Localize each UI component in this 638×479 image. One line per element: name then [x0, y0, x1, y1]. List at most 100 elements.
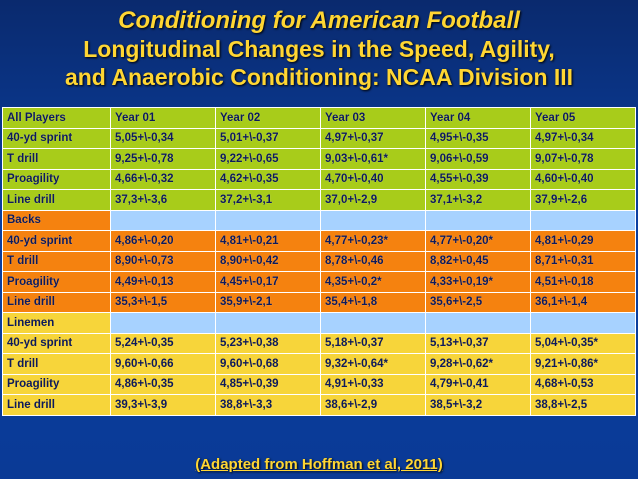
table-cell: 9,06+\-0,59: [425, 148, 531, 170]
section-row-linemen: Linemen: [2, 312, 636, 334]
table-cell: 9,28+\-0,62*: [425, 353, 531, 375]
table-cell: 4,33+\-0,19*: [425, 271, 531, 293]
table-cell: 9,22+\-0,65: [215, 148, 321, 170]
table-cell: 9,21+\-0,86*: [530, 353, 636, 375]
title-line-3: and Anaerobic Conditioning: NCAA Divisio…: [64, 64, 574, 90]
section-spacer: [320, 209, 426, 231]
table-cell: Proagility: [2, 373, 111, 395]
table-cell: 37,1+\-3,2: [425, 189, 531, 211]
table-cell: 5,05+\-0,34: [110, 127, 216, 149]
header-cell: Year 04: [425, 107, 531, 129]
table-cell: 4,85+\-0,39: [215, 373, 321, 395]
header-cell: Year 02: [215, 107, 321, 129]
title-line-2: Longitudinal Changes in the Speed, Agili…: [83, 36, 555, 62]
table-cell: 4,51+\-0,18: [530, 271, 636, 293]
table-cell: 4,77+\-0,20*: [425, 230, 531, 252]
header-cell: All Players: [2, 107, 111, 129]
table-cell: 38,8+\-3,3: [215, 394, 321, 416]
section-row-backs: Backs: [2, 209, 636, 231]
table-cell: 4,55+\-0,39: [425, 168, 531, 190]
table-cell: 9,32+\-0,64*: [320, 353, 426, 375]
section-spacer: [425, 312, 531, 334]
table-cell: 38,8+\-2,5: [530, 394, 636, 416]
slide-title: Conditioning for American Football Longi…: [0, 6, 638, 91]
table-row: T drill 8,90+\-0,73 8,90+\-0,42 8,78+\-0…: [2, 250, 636, 272]
table-cell: T drill: [2, 148, 111, 170]
table-row: 40-yd sprint 5,24+\-0,35 5,23+\-0,38 5,1…: [2, 332, 636, 354]
section-label-backs: Backs: [2, 209, 111, 231]
table-cell: 4,70+\-0,40: [320, 168, 426, 190]
table-row: Line drill 35,3+\-1,5 35,9+\-2,1 35,4+\-…: [2, 291, 636, 313]
table-cell: 37,2+\-3,1: [215, 189, 321, 211]
table-cell: 4,81+\-0,29: [530, 230, 636, 252]
table-cell: 4,91+\-0,33: [320, 373, 426, 395]
table-row: Proagility 4,49+\-0,13 4,45+\-0,17 4,35+…: [2, 271, 636, 293]
table-cell: 4,49+\-0,13: [110, 271, 216, 293]
table-cell: 4,60+\-0,40: [530, 168, 636, 190]
table-cell: 8,90+\-0,42: [215, 250, 321, 272]
table-cell: 40-yd sprint: [2, 332, 111, 354]
table-cell: 9,03+\-0,61*: [320, 148, 426, 170]
table-cell: 4,45+\-0,17: [215, 271, 321, 293]
table-cell: 35,4+\-1,8: [320, 291, 426, 313]
table-cell: 4,97+\-0,37: [320, 127, 426, 149]
table-cell: 4,95+\-0,35: [425, 127, 531, 149]
table-cell: 35,9+\-2,1: [215, 291, 321, 313]
table-cell: 4,35+\-0,2*: [320, 271, 426, 293]
table-cell: Line drill: [2, 394, 111, 416]
table-row: Line drill 39,3+\-3,9 38,8+\-3,3 38,6+\-…: [2, 394, 636, 416]
table-row: 40-yd sprint 5,05+\-0,34 5,01+\-0,37 4,9…: [2, 127, 636, 149]
table-cell: Line drill: [2, 189, 111, 211]
title-line-1: Conditioning for American Football: [118, 7, 520, 34]
table-cell: 4,97+\-0,34: [530, 127, 636, 149]
table-cell: 5,18+\-0,37: [320, 332, 426, 354]
table-row: Proagility 4,66+\-0,32 4,62+\-0,35 4,70+…: [2, 168, 636, 190]
table-row: T drill 9,25+\-0,78 9,22+\-0,65 9,03+\-0…: [2, 148, 636, 170]
table-cell: 9,60+\-0,68: [215, 353, 321, 375]
table-cell: 37,9+\-2,6: [530, 189, 636, 211]
table-cell: 4,86+\-0,35: [110, 373, 216, 395]
section-spacer: [215, 312, 321, 334]
table-cell: Proagility: [2, 271, 111, 293]
table-cell: 9,60+\-0,66: [110, 353, 216, 375]
table-cell: 9,07+\-0,78: [530, 148, 636, 170]
table-cell: Proagility: [2, 168, 111, 190]
table-cell: T drill: [2, 353, 111, 375]
table-row: Line drill 37,3+\-3,6 37,2+\-3,1 37,0+\-…: [2, 189, 636, 211]
table-cell: T drill: [2, 250, 111, 272]
header-cell: Year 05: [530, 107, 636, 129]
table-cell: 35,3+\-1,5: [110, 291, 216, 313]
table-cell: Line drill: [2, 291, 111, 313]
section-spacer: [110, 209, 216, 231]
table-row: Proagility 4,86+\-0,35 4,85+\-0,39 4,91+…: [2, 373, 636, 395]
table-cell: 5,24+\-0,35: [110, 332, 216, 354]
header-cell: Year 03: [320, 107, 426, 129]
table-cell: 4,81+\-0,21: [215, 230, 321, 252]
table-row: 40-yd sprint 4,86+\-0,20 4,81+\-0,21 4,7…: [2, 230, 636, 252]
section-spacer: [320, 312, 426, 334]
table-row: T drill 9,60+\-0,66 9,60+\-0,68 9,32+\-0…: [2, 353, 636, 375]
section-spacer: [425, 209, 531, 231]
source-caption: (Adapted from Hoffman et al, 2011): [195, 456, 443, 473]
table-cell: 40-yd sprint: [2, 127, 111, 149]
table-cell: 8,71+\-0,31: [530, 250, 636, 272]
table-cell: 39,3+\-3,9: [110, 394, 216, 416]
table-cell: 40-yd sprint: [2, 230, 111, 252]
table-cell: 5,04+\-0,35*: [530, 332, 636, 354]
table-cell: 8,82+\-0,45: [425, 250, 531, 272]
table-cell: 8,78+\-0,46: [320, 250, 426, 272]
table-cell: 9,25+\-0,78: [110, 148, 216, 170]
table-cell: 4,86+\-0,20: [110, 230, 216, 252]
section-label-linemen: Linemen: [2, 312, 111, 334]
table-cell: 35,6+\-2,5: [425, 291, 531, 313]
table-cell: 36,1+\-1,4: [530, 291, 636, 313]
table-cell: 5,13+\-0,37: [425, 332, 531, 354]
table-cell: 4,66+\-0,32: [110, 168, 216, 190]
table-cell: 4,62+\-0,35: [215, 168, 321, 190]
table-cell: 37,0+\-2,9: [320, 189, 426, 211]
table-cell: 38,5+\-3,2: [425, 394, 531, 416]
table-cell: 37,3+\-3,6: [110, 189, 216, 211]
section-spacer: [530, 209, 636, 231]
conditioning-table: All Players Year 01 Year 02 Year 03 Year…: [2, 107, 636, 416]
table-cell: 4,79+\-0,41: [425, 373, 531, 395]
